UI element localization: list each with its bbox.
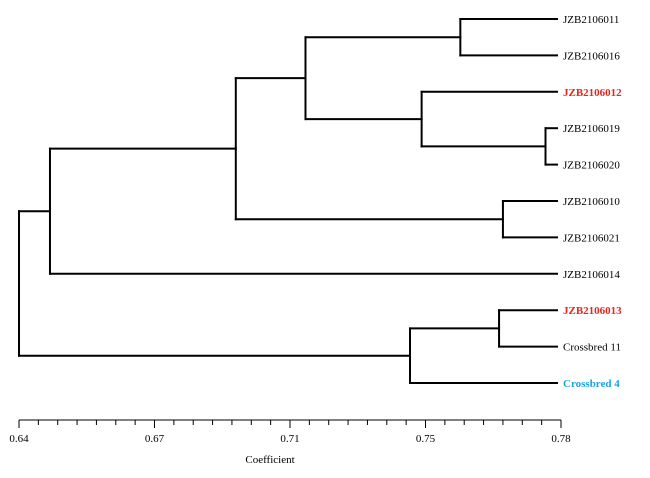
tick-label: 0.67 xyxy=(145,433,165,445)
x-axis-tick-labels: 0.64 0.67 0.71 0.75 0.78 xyxy=(9,433,571,445)
tick-label: 0.78 xyxy=(551,433,571,445)
leaf-labels: JZB2106011 JZB2106016 JZB2106012 JZB2106019… xyxy=(563,14,622,390)
dendrogram-branches xyxy=(18,18,558,384)
leaf-label-L11: Crossbred 4 xyxy=(563,378,620,390)
leaf-label-L9: JZB2106013 xyxy=(563,305,622,317)
tick-label: 0.71 xyxy=(280,433,299,445)
leaf-label-L7: JZB2106021 xyxy=(563,232,620,244)
leaf-label-L3: JZB2106012 xyxy=(563,87,622,99)
x-axis-title: Coefficient xyxy=(245,454,294,466)
leaf-label-L2: JZB2106016 xyxy=(563,50,620,62)
tick-label: 0.64 xyxy=(9,433,29,445)
leaf-label-L10: Crossbred 11 xyxy=(563,342,621,354)
leaf-label-L5: JZB2106020 xyxy=(563,160,620,172)
tick-label: 0.75 xyxy=(416,433,436,445)
leaf-label-L4: JZB2106019 xyxy=(563,123,620,135)
leaf-label-L1: JZB2106011 xyxy=(563,14,619,26)
x-axis-ticks xyxy=(18,420,562,428)
leaf-label-L6: JZB2106010 xyxy=(563,196,620,208)
x-axis: 0.64 0.67 0.71 0.75 0.78 Coefficient xyxy=(9,419,571,466)
leaf-label-L8: JZB2106014 xyxy=(563,269,620,281)
